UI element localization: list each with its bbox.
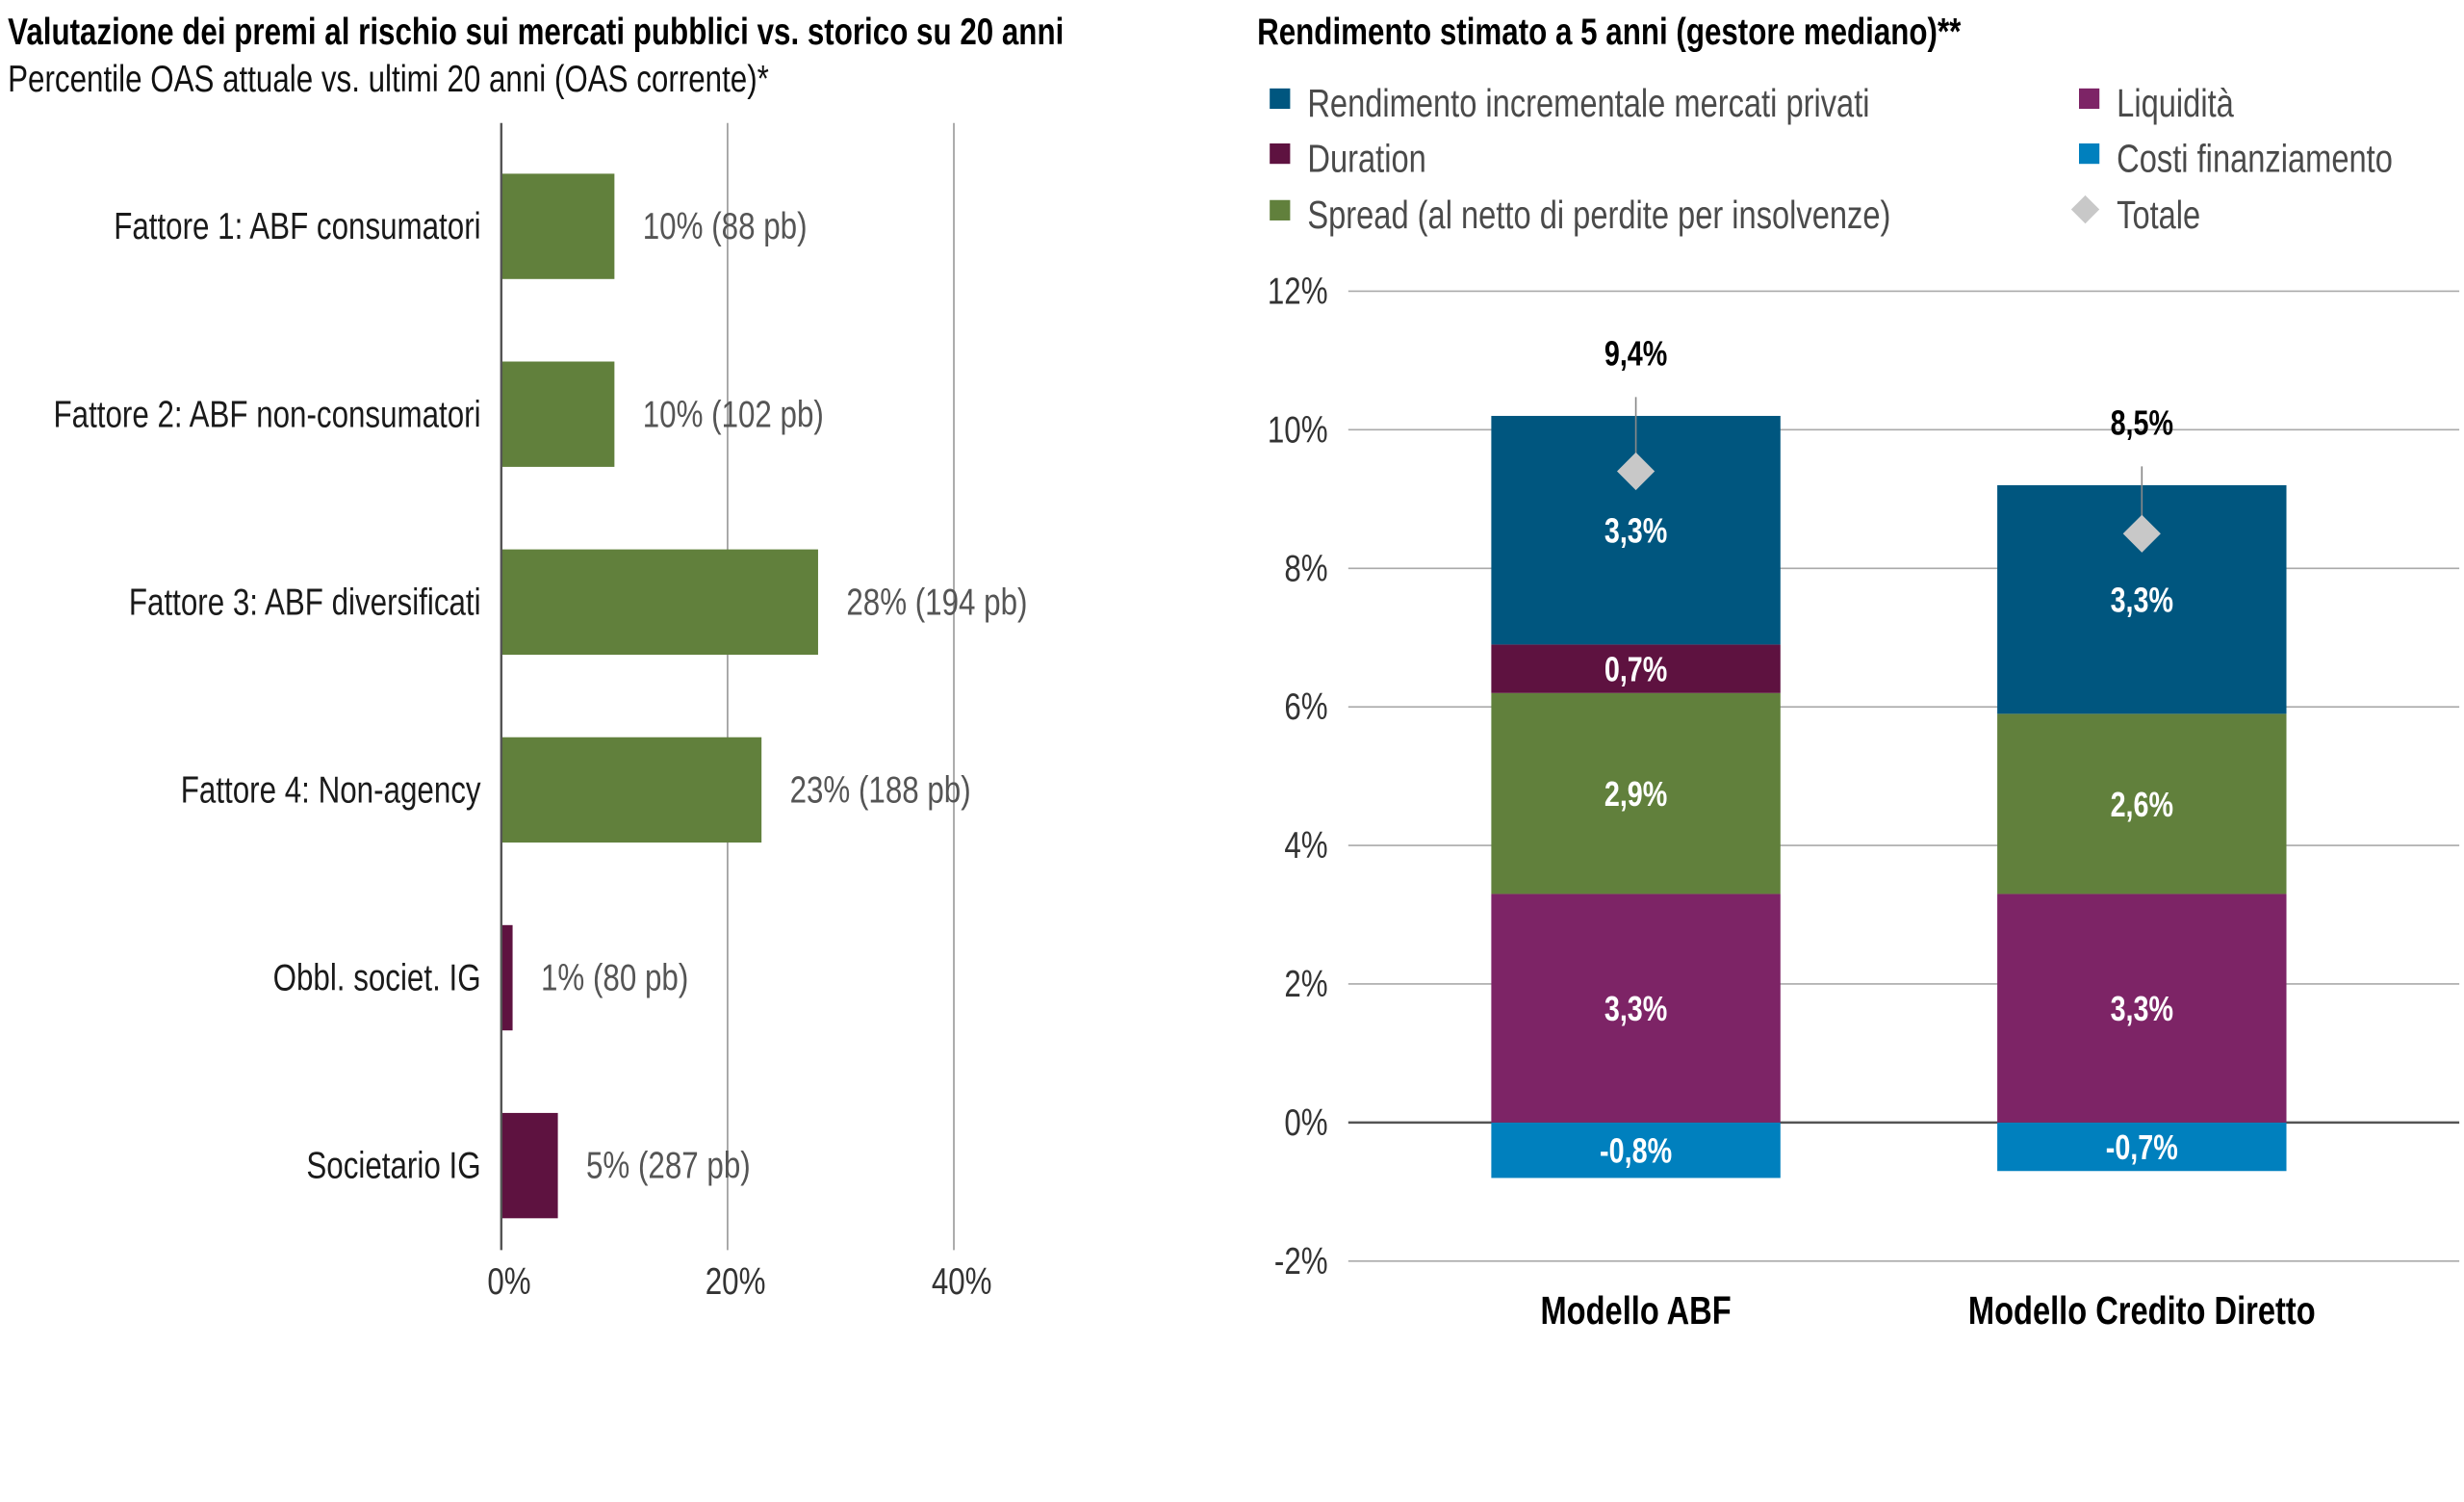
y-tick-label: 12% xyxy=(1268,272,1328,313)
bar-segment xyxy=(1997,1122,2287,1172)
x-tick-label: 20% xyxy=(706,1261,766,1303)
legend-label: Spread (al netto di perdite per insolven… xyxy=(1307,193,1890,237)
y-tick-label: 6% xyxy=(1284,686,1327,728)
x-tick-label: 0% xyxy=(487,1261,530,1303)
segment-label: 2,6% xyxy=(2111,785,2173,824)
x-category-label: Modello Credito Diretto xyxy=(1968,1288,2316,1333)
segment-label: -0,7% xyxy=(2106,1127,2178,1167)
right-chart: Rendimento stimato a 5 anni (gestore med… xyxy=(1257,12,2460,1333)
data-label: 1% (80 pb) xyxy=(541,958,688,999)
legend-swatch xyxy=(1270,88,1291,110)
category-label: Fattore 4: Non-agency xyxy=(181,769,481,811)
left-chart-title: Valutazione dei premi al rischio sui mer… xyxy=(8,12,1064,53)
category-label: Fattore 3: ABF diversificati xyxy=(129,582,481,623)
segment-label: -0,8% xyxy=(1600,1131,1672,1171)
legend-label: Rendimento incrementale mercati privati xyxy=(1307,81,1869,125)
bar xyxy=(500,549,818,655)
category-label: Obbl. societ. IG xyxy=(273,958,481,999)
y-tick-label: 10% xyxy=(1268,409,1328,451)
y-tick-label: 4% xyxy=(1284,825,1327,867)
legend-diamond-icon xyxy=(2070,194,2100,224)
legend-label: Liquidità xyxy=(2117,81,2234,125)
bar xyxy=(500,924,513,1031)
total-label: 8,5% xyxy=(2111,403,2173,443)
data-label: 28% (194 pb) xyxy=(846,582,1027,623)
x-category-label: Modello ABF xyxy=(1540,1288,1731,1333)
legend-label: Totale xyxy=(2117,193,2200,237)
category-label: Fattore 1: ABF consumatori xyxy=(114,206,480,247)
left-chart: Valutazione dei premi al rischio sui mer… xyxy=(8,12,1064,1303)
bar-segment xyxy=(1491,692,1781,894)
y-tick-label: 0% xyxy=(1284,1102,1327,1144)
bar-segment xyxy=(1997,713,2287,894)
segment-label: 3,3% xyxy=(2111,581,2173,620)
segment-label: 0,7% xyxy=(1604,650,1667,689)
legend-swatch xyxy=(2079,88,2100,110)
bar xyxy=(500,361,615,467)
y-tick-label: 8% xyxy=(1284,548,1327,589)
category-label: Fattore 2: ABF non-consumatori xyxy=(54,394,481,435)
segment-label: 3,3% xyxy=(2111,989,2173,1028)
left-chart-subtitle: Percentile OAS attuale vs. ultimi 20 ann… xyxy=(8,59,769,100)
legend-swatch xyxy=(2079,142,2100,165)
bar xyxy=(500,173,615,279)
right-chart-title: Rendimento stimato a 5 anni (gestore med… xyxy=(1257,12,1962,53)
data-label: 10% (88 pb) xyxy=(643,206,808,247)
y-tick-label: 2% xyxy=(1284,964,1327,1005)
bar xyxy=(500,737,762,843)
total-diamond-icon xyxy=(1617,452,1656,491)
bar xyxy=(500,1112,558,1219)
legend: Rendimento incrementale mercati privati D… xyxy=(1270,81,2393,237)
data-label: 10% (102 pb) xyxy=(643,394,824,435)
segment-label: 3,3% xyxy=(1604,989,1667,1028)
bar-segment xyxy=(1491,1122,1781,1178)
x-tick-label: 40% xyxy=(932,1261,992,1303)
bar-segment xyxy=(1491,893,1781,1123)
data-label: 5% (287 pb) xyxy=(586,1146,751,1187)
legend-label: Duration xyxy=(1307,136,1425,180)
legend-swatch xyxy=(1270,142,1291,165)
segment-label: 2,9% xyxy=(1604,774,1667,814)
legend-label: Costi finanziamento xyxy=(2117,136,2393,180)
legend-swatch xyxy=(1270,199,1291,220)
y-tick-label: -2% xyxy=(1274,1241,1328,1282)
data-label: 23% (188 pb) xyxy=(790,769,971,811)
segment-label: 3,3% xyxy=(1604,511,1667,551)
bar-segment xyxy=(1997,893,2287,1123)
bar-segment xyxy=(1491,644,1781,693)
total-label: 9,4% xyxy=(1604,334,1667,374)
category-label: Societario IG xyxy=(306,1146,480,1187)
